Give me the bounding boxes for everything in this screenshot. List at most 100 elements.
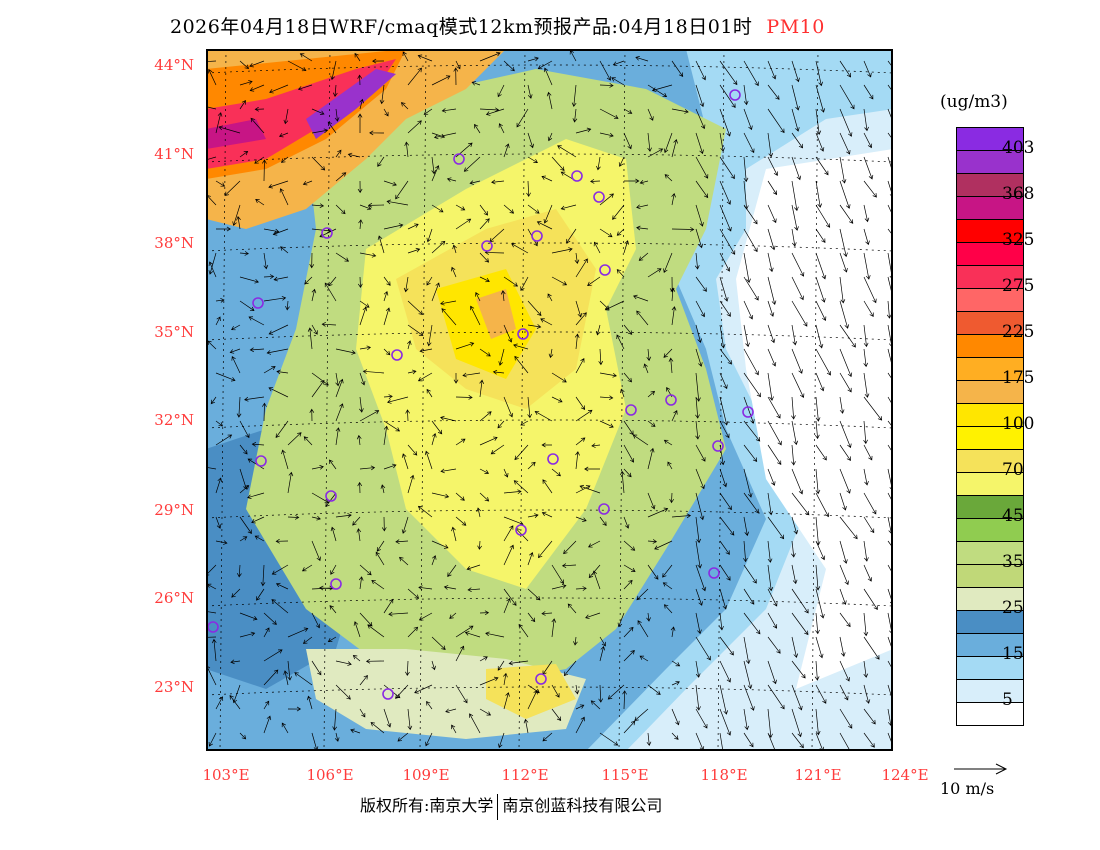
wind-arrow: [547, 132, 553, 142]
lat-label: 29°N: [154, 501, 194, 519]
wind-arrow: [359, 410, 380, 422]
wind-arrow: [294, 672, 313, 686]
wind-reference: 10 m/s: [940, 760, 1010, 798]
wind-arrow: [335, 204, 346, 215]
wind-arrow: [839, 252, 848, 273]
wind-arrow: [469, 180, 481, 185]
wind-arrow: [268, 324, 289, 335]
wind-arrow: [636, 225, 649, 231]
wind-arrow: [441, 308, 457, 326]
wind-arrow: [839, 564, 849, 586]
city-marker-icon: [571, 170, 583, 182]
city-marker-icon: [708, 567, 720, 579]
wind-arrow: [325, 492, 337, 508]
wind-arrow: [863, 684, 871, 704]
wind-arrow: [377, 235, 385, 254]
wind-arrow: [362, 369, 385, 374]
wind-arrow: [634, 708, 649, 722]
wind-arrow: [695, 708, 708, 729]
wind-arrow: [791, 300, 808, 327]
wind-arrow: [815, 60, 823, 87]
map-title: 2026年04月18日WRF/cmaq模式12km预报产品:04月18日01时 P…: [170, 12, 825, 39]
lat-label: 32°N: [154, 411, 194, 429]
wind-arrow: [356, 528, 362, 542]
wind-arrow: [215, 112, 223, 134]
wind-arrow: [383, 598, 394, 614]
wind-arrow: [275, 420, 289, 439]
wind-arrow: [215, 226, 231, 232]
wind-arrow: [407, 324, 424, 336]
wind-arrow: [863, 468, 869, 486]
wind-arrow: [503, 588, 517, 606]
wind-arrow: [230, 659, 241, 665]
wind-arrow: [599, 645, 606, 662]
wind-arrow: [527, 461, 536, 470]
wind-arrow: [275, 582, 289, 590]
wind-arrow: [637, 620, 649, 638]
wind-arrow: [269, 84, 289, 94]
wind-arrow: [359, 465, 376, 471]
wind-arrow: [239, 80, 253, 86]
wind-arrow: [359, 252, 377, 258]
wind-arrow: [575, 300, 583, 318]
wind-arrow: [647, 492, 656, 510]
wind-arrow: [667, 461, 673, 470]
wind-arrow: [503, 204, 515, 214]
wind-arrow: [863, 660, 869, 678]
wind-arrow: [287, 60, 307, 72]
region-south-high: [486, 664, 576, 719]
wind-arrow: [791, 60, 800, 83]
wind-arrow: [280, 246, 289, 254]
wind-arrow: [455, 492, 465, 501]
wind-arrow: [646, 348, 652, 362]
wind-arrow: [239, 151, 249, 158]
wind-arrow: [431, 432, 437, 446]
wind-arrow: [335, 660, 352, 666]
wind-arrow: [514, 444, 529, 461]
wind-arrow: [503, 525, 514, 542]
wind-arrow: [263, 252, 269, 270]
wind-arrow: [453, 67, 459, 86]
wind-arrow: [263, 366, 276, 374]
wind-arrow: [664, 174, 673, 182]
wind-arrow: [695, 660, 701, 678]
legend-swatch: [957, 427, 1023, 450]
wind-arrow: [503, 468, 509, 478]
wind-arrow: [527, 300, 542, 316]
wind-arrow: [647, 684, 661, 695]
wind-arrow: [695, 396, 700, 419]
wind-arrow: [839, 300, 850, 329]
wind-arrow: [383, 708, 392, 728]
wind-arrow: [455, 438, 466, 446]
wind-arrow: [239, 444, 248, 455]
wind-arrow: [419, 348, 433, 353]
wind-arrow: [592, 570, 601, 590]
wind-arrow: [791, 396, 796, 420]
wind-arrow: [297, 84, 313, 91]
wind-arrow: [863, 324, 869, 348]
wind-arrow: [237, 564, 242, 578]
wind-arrow: [485, 631, 505, 638]
wind-arrow: [719, 300, 731, 317]
city-marker-icon: [665, 394, 677, 406]
wind-arrow: [814, 420, 820, 440]
wind-arrow: [791, 444, 796, 466]
wind-arrow: [311, 515, 321, 521]
wind-arrow: [431, 75, 451, 86]
wind-arrow: [839, 228, 848, 258]
wind-arrow: [647, 390, 656, 398]
wind-arrow: [417, 372, 433, 382]
wind-arrow: [352, 654, 361, 662]
wind-arrow: [418, 612, 433, 621]
wind-arrow: [863, 60, 872, 78]
wind-arrow: [695, 420, 700, 440]
wind-arrow: [268, 180, 289, 189]
city-marker-icon: [599, 264, 611, 276]
wind-arrow: [207, 156, 217, 160]
wind-arrow: [604, 300, 625, 311]
wind-arrow: [215, 298, 225, 303]
wind-arrow: [443, 585, 457, 590]
wind-arrow: [357, 180, 363, 194]
wind-arrow: [400, 102, 409, 110]
wind-arrow: [407, 588, 420, 599]
